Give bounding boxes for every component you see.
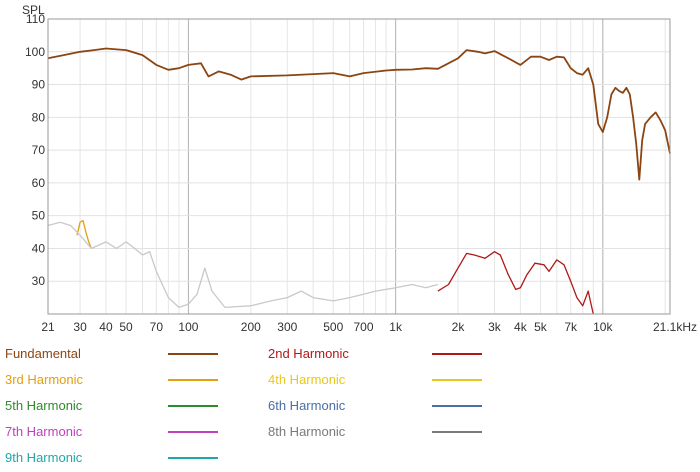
legend-label: Fundamental [5, 346, 81, 361]
plot-background [48, 19, 670, 314]
series-line-2nd-harmonic [437, 251, 594, 315]
x-tick-label: 1k [389, 320, 403, 334]
legend-swatch [168, 405, 218, 407]
x-tick-label: 7k [564, 320, 578, 334]
y-tick-label: 50 [32, 209, 46, 223]
spl-chart: 30 40 50 60 70 80 90 100 110 21 30 40 50 70 100 200 300… [22, 3, 697, 334]
legend-label: 8th Harmonic [268, 424, 346, 439]
legend-item: 8th Harmonic [268, 419, 488, 445]
legend-swatch [432, 353, 482, 355]
series-line-fundamental [47, 47, 671, 181]
legend: Fundamental 2nd Harmonic 3rd Harmonic 4th H… [0, 338, 700, 472]
y-axis-label: SPL [22, 3, 45, 17]
legend-item: 9th Harmonic [5, 445, 225, 471]
x-axis-tick-labels: 21 30 40 50 70 100 200 300 500 700 1k 2k 3k 4k 5k 7k 10k… [41, 320, 697, 334]
series-line-8th-harmonic [47, 221, 439, 309]
x-tick-label: 300 [277, 320, 297, 334]
y-tick-label: 70 [32, 143, 46, 157]
x-tick-label: 100 [178, 320, 198, 334]
x-tick-label: 30 [73, 320, 87, 334]
legend-item: 2nd Harmonic [268, 341, 488, 367]
x-tick-label: 200 [241, 320, 261, 334]
y-axis-tick-labels: 30 40 50 60 70 80 90 100 110 [25, 12, 45, 288]
x-tick-label: 3k [488, 320, 502, 334]
y-tick-label: 40 [32, 241, 46, 255]
legend-item: 5th Harmonic [5, 393, 225, 419]
x-tick-label: 500 [323, 320, 343, 334]
legend-item: 6th Harmonic [268, 393, 488, 419]
legend-label: 9th Harmonic [5, 450, 83, 465]
series-layer [47, 47, 671, 315]
y-tick-label: 100 [25, 45, 45, 59]
legend-label: 7th Harmonic [5, 424, 83, 439]
x-tick-label: 700 [354, 320, 374, 334]
legend-label: 4th Harmonic [268, 372, 346, 387]
legend-swatch [432, 431, 482, 433]
x-tick-label: 10k [593, 320, 613, 334]
legend-swatch [432, 379, 482, 381]
legend-swatch [432, 405, 482, 407]
y-tick-label: 80 [32, 110, 46, 124]
legend-item: Fundamental [5, 341, 225, 367]
series-line-3rd-harmonic [76, 219, 93, 249]
legend-label: 2nd Harmonic [268, 346, 349, 361]
x-tick-label: 40 [99, 320, 113, 334]
minor-grid [79, 19, 666, 314]
legend-label: 5th Harmonic [5, 398, 83, 413]
x-tick-label: 21 [41, 320, 55, 334]
x-tick-label: 5k [534, 320, 548, 334]
y-tick-label: 110 [26, 12, 45, 26]
legend-swatch [168, 431, 218, 433]
legend-swatch [168, 379, 218, 381]
y-tick-label: 90 [32, 78, 46, 92]
plot-frame [47, 18, 671, 315]
y-tick-label: 60 [32, 176, 46, 190]
legend-label: 3rd Harmonic [5, 372, 84, 387]
y-tick-label: 30 [32, 274, 46, 288]
x-tick-label: 4k [514, 320, 528, 334]
x-tick-label: 50 [119, 320, 133, 334]
x-tick-label: 70 [150, 320, 164, 334]
x-tick-label: 2k [452, 320, 466, 334]
legend-swatch [168, 353, 218, 355]
legend-item: 4th Harmonic [268, 367, 488, 393]
legend-swatch [168, 457, 218, 459]
legend-label: 6th Harmonic [268, 398, 346, 413]
x-tick-label: 21.1kHz [653, 320, 697, 334]
legend-item: 7th Harmonic [5, 419, 225, 445]
legend-item: 3rd Harmonic [5, 367, 225, 393]
